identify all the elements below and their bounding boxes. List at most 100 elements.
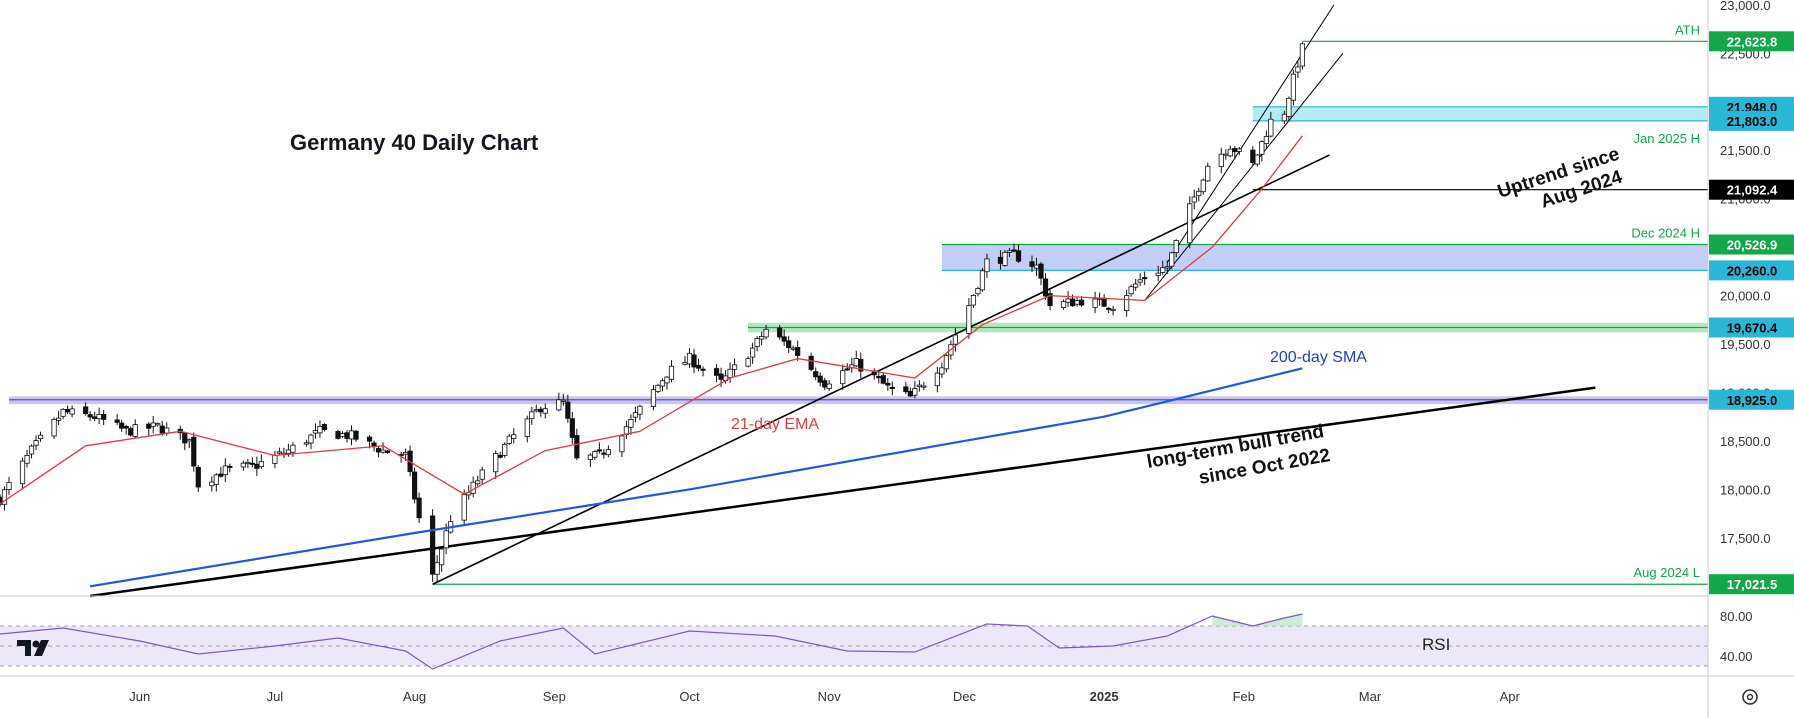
candle-body-17 <box>101 413 107 420</box>
candle-body-8 <box>51 418 57 437</box>
candle-body-109 <box>686 352 693 365</box>
candle-body-147 <box>921 385 927 388</box>
level-badge-6 <box>1709 317 1794 338</box>
candle-body-156 <box>979 270 986 291</box>
candle-body-165 <box>1038 263 1044 279</box>
logo-shape-3 <box>34 640 49 656</box>
chart-title: Germany 40 Daily Chart <box>290 130 539 155</box>
candle-body-19 <box>119 422 125 429</box>
candle-body-53 <box>335 431 341 439</box>
rsi-tick-1: 40.00 <box>1720 649 1753 664</box>
candle-body-102 <box>637 405 643 415</box>
candle-body-158 <box>997 256 1004 264</box>
candle-body-71 <box>443 530 449 549</box>
candle-body-41 <box>254 463 260 469</box>
candle-body-116 <box>727 368 733 378</box>
candle-body-119 <box>750 347 756 358</box>
candle-body-128 <box>808 355 814 370</box>
sma200-line <box>89 367 1303 588</box>
candle-body-107 <box>668 365 675 380</box>
candle-body-97 <box>605 449 611 456</box>
candle-body-159 <box>1002 251 1008 266</box>
level-badge-8 <box>1709 574 1794 595</box>
month-label-8: Feb <box>1233 689 1255 704</box>
sma-label: 200-day SMA <box>1270 349 1367 366</box>
level-badge-2 <box>1709 110 1794 131</box>
candle-body-32 <box>195 467 201 488</box>
candle-body-62 <box>384 450 391 453</box>
rsi-overbought-fill <box>1212 614 1303 626</box>
candle-body-111 <box>695 364 702 369</box>
candle-body-88 <box>556 399 562 411</box>
level-badge-0 <box>1709 31 1794 52</box>
candle-body-127 <box>795 347 801 356</box>
candle-body-181 <box>1137 279 1143 283</box>
settings-gear-icon[interactable] <box>1742 689 1758 705</box>
levels-layer: ATH Dec 2024 H Aug 2024 L <box>9 22 1708 585</box>
uptrend-trendline <box>432 154 1330 585</box>
month-label-10: Apr <box>1500 689 1521 704</box>
gear-hub <box>1746 693 1754 701</box>
channel-upper-line <box>1166 4 1335 263</box>
month-label-6: Dec <box>953 689 977 704</box>
candle-body-132 <box>826 383 832 389</box>
candle-body-164 <box>1033 264 1040 269</box>
candle-body-83 <box>524 418 530 437</box>
price-tick-4: 20,000.0 <box>1720 289 1771 304</box>
candle-body-68 <box>430 515 436 575</box>
candle-body-49 <box>308 434 314 444</box>
candle-body-5 <box>28 445 35 455</box>
candle-body-26 <box>159 425 165 434</box>
candle-body-101 <box>632 412 639 418</box>
long-term-trendline <box>89 386 1596 598</box>
candle-body-180 <box>1133 283 1139 288</box>
candle-body-44 <box>276 451 283 454</box>
candle-body-54 <box>339 433 346 437</box>
candles-layer <box>0 41 1306 582</box>
candle-body-14 <box>87 414 93 418</box>
candle-body-194 <box>1223 153 1229 156</box>
candle-body-66 <box>412 471 418 500</box>
level-badge-4 <box>1709 234 1794 255</box>
candle-body-3 <box>19 460 26 485</box>
candle-body-122 <box>763 328 769 338</box>
candle-body-166 <box>1042 278 1049 297</box>
candle-body-61 <box>380 449 386 453</box>
rsi-band <box>0 626 1708 666</box>
candle-body-125 <box>786 340 792 349</box>
candle-body-98 <box>619 435 625 453</box>
candle-body-143 <box>903 386 909 393</box>
candle-body-144 <box>907 390 913 397</box>
level-name-0: ATH <box>1675 22 1700 37</box>
candle-body-155 <box>975 288 981 295</box>
price-tick-0: 23,000.0 <box>1720 0 1771 13</box>
candle-body-153 <box>966 305 972 334</box>
jan-high-label: Jan 2025 H <box>1634 131 1701 146</box>
candle-body-145 <box>912 388 918 396</box>
candle-body-192 <box>1205 165 1211 182</box>
candle-body-163 <box>1029 261 1035 267</box>
candle-body-75 <box>470 481 476 494</box>
month-label-1: Jul <box>267 689 284 704</box>
candle-body-39 <box>245 462 251 465</box>
candle-body-10 <box>60 409 66 417</box>
candle-body-204 <box>1286 98 1292 117</box>
candle-body-43 <box>272 454 278 464</box>
candle-body-27 <box>164 427 170 434</box>
level-badge-text-3: 21,092.4 <box>1727 183 1778 198</box>
candle-body-46 <box>285 449 292 454</box>
candle-body-146 <box>916 384 922 387</box>
candle-body-33 <box>209 481 215 487</box>
candle-body-106 <box>664 376 670 384</box>
logo-shape-1 <box>17 640 31 656</box>
candle-body-89 <box>560 399 566 402</box>
level-name-8: Aug 2024 L <box>1633 565 1700 580</box>
candle-body-37 <box>227 465 233 468</box>
candle-body-38 <box>240 462 246 468</box>
candle-body-112 <box>700 368 706 371</box>
candle-body-175 <box>1101 297 1107 307</box>
candle-body-190 <box>1196 190 1202 197</box>
candle-body-80 <box>502 444 508 456</box>
candle-body-149 <box>939 367 945 375</box>
price-tick-5: 19,500.0 <box>1720 337 1771 352</box>
